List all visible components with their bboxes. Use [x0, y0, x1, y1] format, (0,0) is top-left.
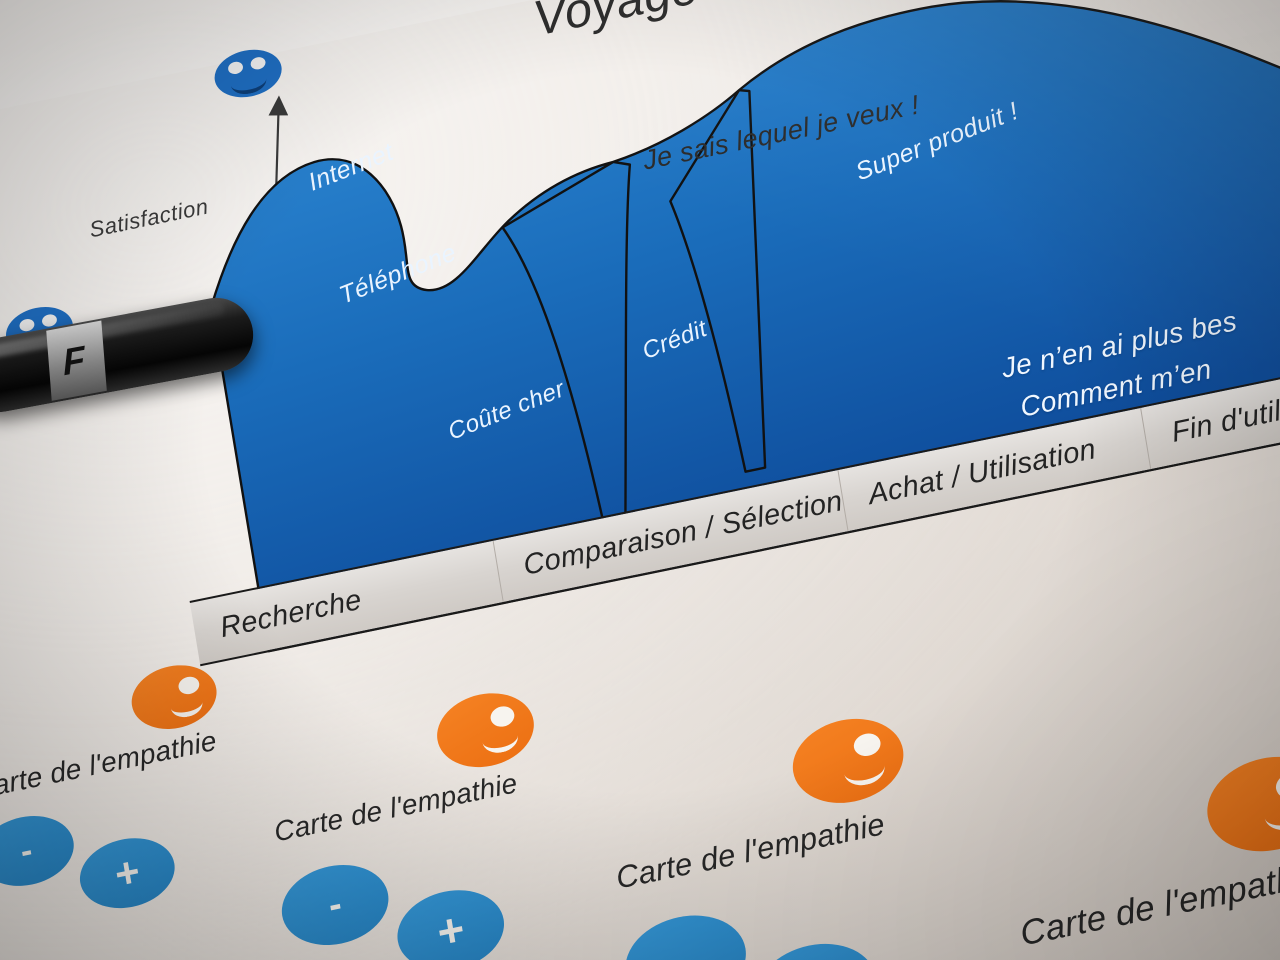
minus-sign: - — [325, 882, 345, 928]
eye-right — [41, 313, 58, 328]
minus-sign: - — [17, 831, 36, 871]
satisfaction-area-chart: Internet Téléphone Coûte cher Crédit Sup… — [187, 0, 1280, 653]
stage-label: Recherche — [217, 583, 364, 644]
plus-dot: + — [391, 880, 511, 960]
empathy-map-label: Carte de l'empathie — [271, 767, 520, 848]
wave-svg: Internet Téléphone Coûte cher Crédit Sup… — [210, 0, 1280, 653]
smile — [1261, 792, 1280, 835]
minus-sign: - — [675, 936, 696, 960]
empathy-map-label: Carte de l'empathie — [613, 806, 888, 896]
plus-dot: + — [74, 829, 180, 917]
smile — [841, 750, 887, 789]
pen-tip-letter: F — [61, 338, 87, 384]
plus-sign: + — [433, 901, 469, 959]
minus-dot: - — [618, 904, 753, 960]
pen-label-ring: F — [46, 320, 107, 401]
minus-dot: - — [0, 807, 79, 895]
wave-area-path — [210, 0, 1280, 653]
eye — [1274, 770, 1280, 802]
empathy-map-label: Carte de l'empathie — [1017, 853, 1280, 954]
plus-sign: + — [111, 846, 144, 899]
smile — [169, 690, 205, 720]
minus-dot: - — [275, 855, 395, 955]
smile — [480, 721, 520, 756]
empathy-map-label: Carte de l'empathie — [0, 724, 219, 806]
plus-dot: + — [749, 933, 883, 960]
